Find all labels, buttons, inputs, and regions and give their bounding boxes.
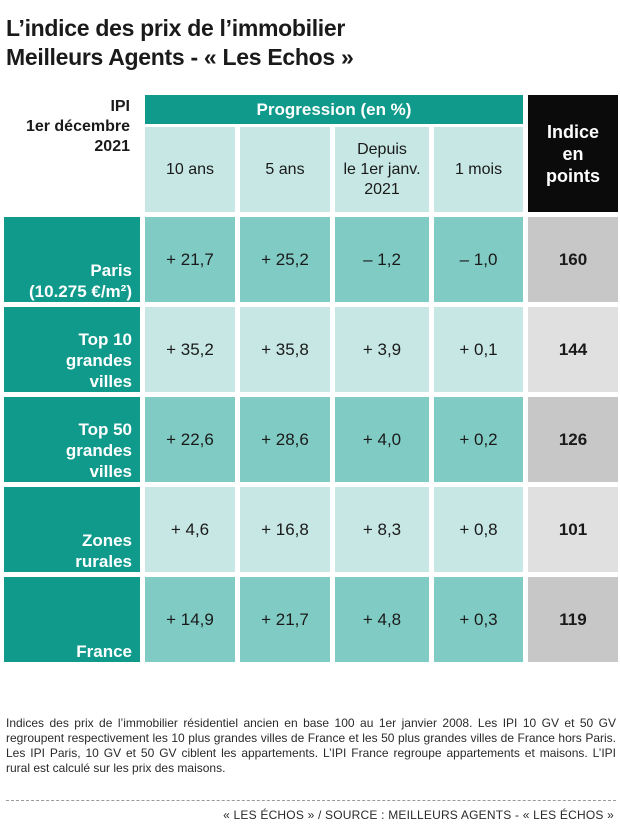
value-cell: + 8,3 (335, 487, 429, 572)
ipi-date-header: IPI 1er décembre 2021 (4, 97, 130, 157)
title-line-2: Meilleurs Agents - « Les Echos » (6, 44, 354, 70)
row-label-line: Top 50 (78, 420, 132, 439)
indice-cell: 101 (528, 487, 618, 572)
value-cell: – 1,2 (335, 217, 429, 302)
indice-label: en (562, 143, 584, 164)
column-header-label: 5 ans (265, 160, 305, 178)
column-header-1-mois: 1 mois (434, 127, 523, 212)
row-label-line: France (76, 642, 132, 661)
row-label-line: grandes (65, 351, 132, 370)
column-header-5-ans: 5 ans (240, 127, 330, 212)
value-cell: + 28,6 (240, 397, 330, 482)
column-header-label: 2021 (364, 180, 400, 198)
column-header-label: 1 mois (454, 160, 503, 178)
divider (6, 800, 616, 801)
row-label-line: villes (89, 372, 132, 391)
row-label-line: villes (89, 462, 132, 481)
row-label: Paris (10.275 €/m²) (4, 217, 140, 302)
row-label-line: Top 10 (78, 330, 132, 349)
column-header-10-ans: 10 ans (145, 127, 235, 212)
row-label-line: Paris (90, 261, 132, 280)
value-cell: + 0,1 (434, 307, 523, 392)
value-cell: + 0,2 (434, 397, 523, 482)
row-label: Zones rurales (4, 487, 140, 572)
ipi-date-line: 1er décembre (25, 118, 130, 135)
footnote: Indices des prix de l’immobilier résiden… (6, 716, 616, 775)
value-cell: – 1,0 (434, 217, 523, 302)
indice-cell: 144 (528, 307, 618, 392)
value-cell: + 16,8 (240, 487, 330, 572)
title-line-1: L’indice des prix de l’immobilier (6, 15, 346, 41)
value-cell: + 21,7 (145, 217, 235, 302)
row-label: Top 50 grandes villes (4, 397, 140, 482)
row-label: Top 10 grandes villes (4, 307, 140, 392)
row-label-line: rurales (75, 552, 132, 571)
column-header-label: Depuis (357, 140, 407, 158)
indice-cell: 119 (528, 577, 618, 662)
indice-cell: 126 (528, 397, 618, 482)
indice-label: Indice (546, 121, 599, 142)
value-cell: + 4,6 (145, 487, 235, 572)
value-cell: + 21,7 (240, 577, 330, 662)
ipi-label: IPI (110, 98, 130, 115)
value-cell: + 14,9 (145, 577, 235, 662)
source-credit: « LES ÉCHOS » / SOURCE : MEILLEURS AGENT… (223, 808, 614, 822)
indice-cell: 160 (528, 217, 618, 302)
column-header-label: 10 ans (165, 160, 215, 178)
value-cell: + 22,6 (145, 397, 235, 482)
indice-label: points (546, 165, 600, 186)
value-cell: + 0,3 (434, 577, 523, 662)
value-cell: + 4,0 (335, 397, 429, 482)
column-header-label: le 1er janv. (343, 160, 421, 178)
chart-title: L’indice des prix de l’immobilier Meille… (6, 14, 606, 72)
column-header-indice: Indice en points (528, 95, 618, 212)
row-label-line: Zones (81, 531, 132, 550)
row-label-line: grandes (65, 441, 132, 460)
value-cell: + 4,8 (335, 577, 429, 662)
value-cell: + 0,8 (434, 487, 523, 572)
value-cell: + 25,2 (240, 217, 330, 302)
column-header-depuis: Depuis le 1er janv. 2021 (335, 127, 429, 212)
row-label: France (4, 577, 140, 662)
value-cell: + 3,9 (335, 307, 429, 392)
row-label-line: (10.275 €/m²) (29, 282, 132, 301)
value-cell: + 35,2 (145, 307, 235, 392)
ipi-year: 2021 (94, 138, 130, 155)
progression-header: Progression (en %) (145, 95, 523, 124)
value-cell: + 35,8 (240, 307, 330, 392)
